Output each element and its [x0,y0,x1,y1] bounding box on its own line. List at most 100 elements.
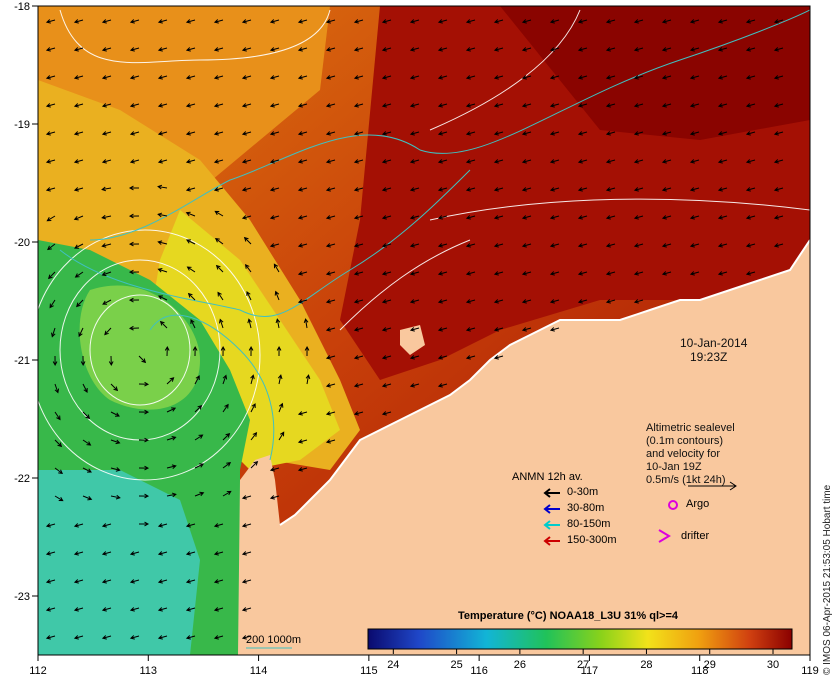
velocity-arrow [605,271,616,276]
velocity-arrow [493,327,504,332]
velocity-arrow [521,187,532,192]
velocity-arrow [222,462,232,469]
velocity-arrow [73,215,84,221]
velocity-arrow [159,320,168,329]
velocity-arrow [521,75,532,80]
velocity-arrow [73,579,84,584]
velocity-arrow [549,271,560,276]
colorbar-tick-label: 28 [640,659,652,671]
velocity-arrow [303,318,309,329]
drifter-symbol [658,529,671,543]
velocity-arrow [194,405,203,413]
velocity-arrow [325,327,336,332]
velocity-arrow [101,635,112,640]
colorbar-tick-label: 27 [577,659,589,671]
velocity-arrow [381,355,392,360]
velocity-arrow [437,131,448,136]
velocity-arrow [241,579,252,584]
latitude-axis: -18 -19 -20 -21 -22 -23 [14,1,38,603]
velocity-arrow [241,523,252,528]
velocity-arrow [241,187,252,192]
velocity-arrow [269,467,280,472]
velocity-arrow [166,377,175,385]
velocity-arrow [166,464,177,469]
velocity-arrow [138,437,150,443]
velocity-arrow [689,159,700,164]
velocity-arrow [549,187,560,192]
velocity-arrow [185,635,196,640]
velocity-arrow [353,47,364,52]
velocity-arrow [409,19,420,24]
velocity-arrow [325,215,336,220]
velocity-arrow [493,243,504,248]
velocity-arrow [243,236,252,245]
velocity-arrow [166,436,177,441]
velocity-arrow [241,607,252,612]
velocity-arrow [54,467,64,475]
velocity-arrow [325,75,336,80]
velocity-arrow [465,159,476,164]
velocity-arrow [409,75,420,80]
velocity-arrow [241,75,252,80]
velocity-arrow [45,551,56,556]
velocity-arrow [128,269,140,275]
velocity-arrow [437,243,448,248]
velocity-arrow [276,345,282,357]
velocity-arrow [82,411,91,420]
velocity-arrow [241,103,252,108]
bathymetry-contours [59,9,810,461]
velocity-arrow [51,327,56,338]
velocity-arrow [73,103,84,108]
velocity-arrow [166,492,177,498]
velocity-arrow [101,75,112,80]
altimetry-line: (0.1m contours) [646,435,724,447]
velocity-arrow [185,211,196,217]
velocity-arrow [213,187,224,192]
velocity-arrow [409,187,420,192]
velocity-arrow [297,187,308,192]
velocity-arrow [465,103,476,108]
lon-tick-label: 113 [140,665,158,677]
anmn-item-30-80: 30-80m [567,502,605,514]
contour-label: 200 1000m [246,634,302,646]
velocity-arrow [297,159,308,164]
velocity-arrow [213,607,224,612]
velocity-arrow [45,19,56,24]
velocity-arrow [493,131,504,136]
velocity-arrow [297,215,308,220]
velocity-arrow [773,187,784,192]
velocity-arrow [745,215,756,220]
velocity-arrow [661,159,672,164]
velocity-arrow [633,271,644,276]
velocity-arrow [745,243,756,248]
altimetry-line: 0.5m/s (1kt 24h) [646,474,726,486]
velocity-arrow [409,327,420,332]
velocity-arrow [605,187,616,192]
velocity-arrow [101,159,112,164]
velocity-arrow [549,131,560,136]
velocity-arrow [773,75,784,80]
velocity-arrow [297,271,308,276]
velocity-arrow [661,131,672,136]
velocity-arrow [465,131,476,136]
velocity-arrow [353,131,364,136]
colorbar [367,628,793,650]
velocity-arrow [689,215,700,220]
velocity-arrow [164,345,170,357]
velocity-arrow [185,75,196,80]
velocity-arrow [157,47,168,52]
velocity-arrow [353,299,364,304]
velocity-arrow [493,75,504,80]
velocity-arrow [493,103,504,108]
velocity-arrow [409,355,420,360]
velocity-arrow [605,243,616,248]
anmn-item-80-150: 80-150m [567,518,611,530]
velocity-arrow [241,495,252,500]
velocity-arrow [73,75,84,80]
anmn-item-0-30: 0-30m [567,486,599,498]
altimetry-note: Altimetric sealevel (0.1m contours) and … [646,422,735,487]
velocity-arrow [45,75,56,80]
velocity-arrow [101,103,112,108]
sst-field [38,6,810,655]
velocity-arrow [409,383,420,388]
